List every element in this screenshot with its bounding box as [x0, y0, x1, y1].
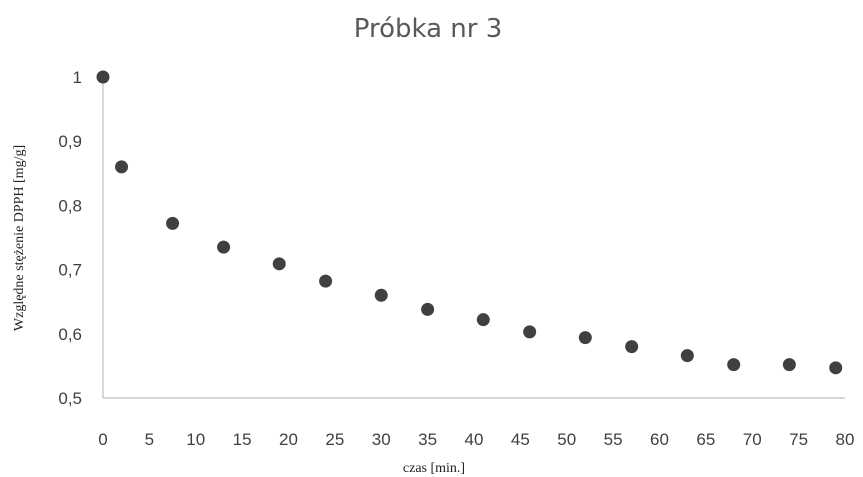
x-tick-label: 50: [557, 430, 576, 449]
data-point: [829, 361, 843, 375]
data-point: [680, 349, 694, 363]
data-point: [578, 331, 592, 345]
x-tick-label: 20: [279, 430, 298, 449]
y-tick-label: 0,6: [58, 325, 82, 344]
data-point: [319, 274, 333, 288]
data-point: [374, 288, 388, 302]
data-point: [96, 70, 110, 84]
y-tick-label: 0,5: [58, 389, 82, 408]
x-tick-label: 15: [233, 430, 252, 449]
data-point: [523, 325, 537, 339]
x-tick-label: 80: [836, 430, 855, 449]
x-tick-label: 5: [145, 430, 154, 449]
x-tick-label: 25: [325, 430, 344, 449]
data-point: [476, 313, 490, 327]
x-tick-label: 60: [650, 430, 669, 449]
x-tick-label: 35: [418, 430, 437, 449]
data-point: [782, 358, 796, 372]
x-tick-label: 10: [186, 430, 205, 449]
x-tick-label: 75: [789, 430, 808, 449]
data-point: [272, 257, 286, 271]
x-tick-label: 0: [98, 430, 107, 449]
data-point: [166, 216, 180, 230]
data-point: [115, 160, 129, 174]
y-tick-label: 0,8: [58, 196, 82, 215]
x-tick-label: 55: [604, 430, 623, 449]
y-tick-label: 0,9: [58, 132, 82, 151]
x-axis-ticks: 0 5 10 15 20 25 30 35 40 45 50 55 60 65 70 75 80: [98, 430, 854, 449]
data-point: [625, 340, 639, 354]
x-axis-label: czas [min.]: [403, 461, 465, 476]
x-tick-label: 40: [465, 430, 484, 449]
y-tick-label: 1: [73, 68, 82, 87]
y-tick-label: 0,7: [58, 261, 82, 280]
y-axis-label: Względne stężenie DPPH [mg/g]: [12, 145, 27, 331]
chart-title: Próbka nr 3: [354, 14, 503, 44]
data-point: [217, 240, 231, 254]
x-tick-label: 70: [743, 430, 762, 449]
x-tick-label: 30: [372, 430, 391, 449]
data-point: [727, 358, 741, 372]
y-axis-ticks: 0,5 0,6 0,7 0,8 0,9 1: [58, 68, 82, 408]
data-point: [421, 302, 435, 316]
data-points: [96, 70, 843, 375]
x-tick-label: 45: [511, 430, 530, 449]
x-tick-label: 65: [696, 430, 715, 449]
